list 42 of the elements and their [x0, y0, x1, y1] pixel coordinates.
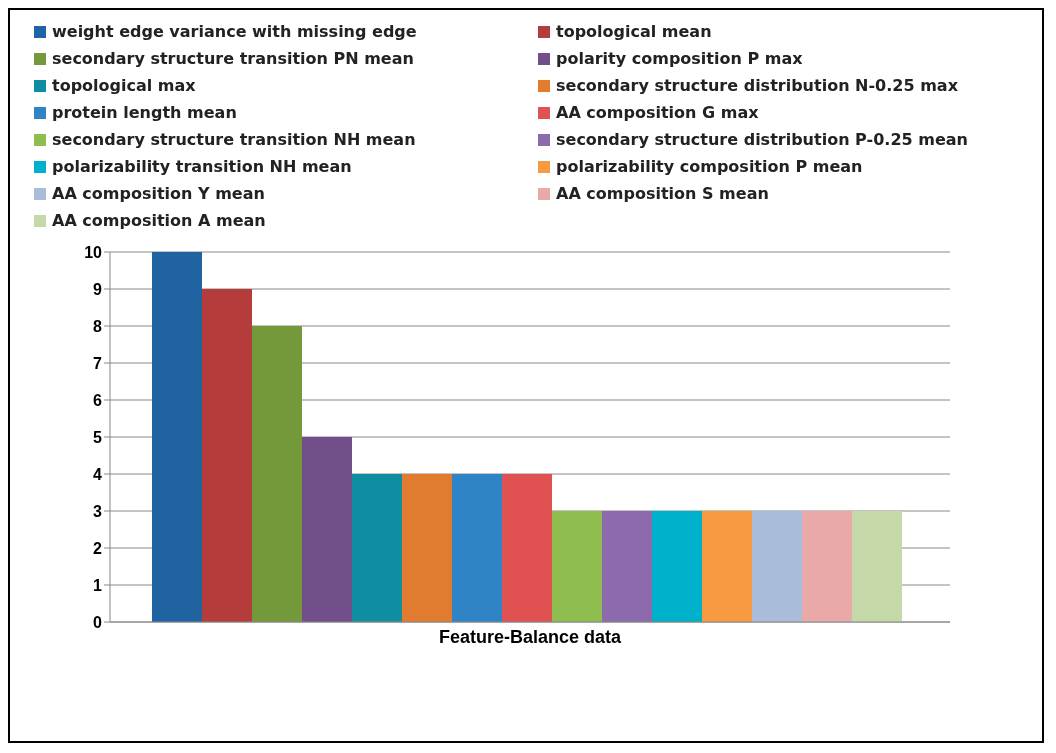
legend-label: secondary structure transition NH mean	[52, 130, 416, 149]
bar	[802, 511, 852, 622]
y-tick-label: 0	[93, 613, 103, 631]
legend-label: polarizability composition P mean	[556, 157, 863, 176]
legend-label: AA composition Y mean	[52, 184, 265, 203]
legend-label: topological mean	[556, 22, 712, 41]
bar	[652, 511, 702, 622]
legend-label: weight edge variance with missing edge	[52, 22, 417, 41]
y-tick-label: 10	[84, 243, 103, 261]
legend-label: AA composition S mean	[556, 184, 769, 203]
bar	[302, 437, 352, 622]
bar	[252, 326, 302, 622]
y-tick-label: 5	[93, 428, 103, 446]
legend-label: AA composition A mean	[52, 211, 266, 230]
bar	[702, 511, 752, 622]
bar	[852, 511, 902, 622]
legend-label: topological max	[52, 76, 196, 95]
y-tick-label: 2	[93, 539, 103, 557]
bar	[752, 511, 802, 622]
bar	[352, 474, 402, 622]
bar	[502, 474, 552, 622]
bar	[202, 289, 252, 622]
legend-label: secondary structure distribution P-0.25 mean	[556, 130, 968, 149]
bar	[552, 511, 602, 622]
y-tick-label: 7	[93, 354, 103, 372]
bar	[402, 474, 452, 622]
legend-label: polarity composition P max	[556, 49, 803, 68]
y-tick-label: 3	[93, 502, 103, 520]
y-tick-label: 9	[93, 280, 103, 298]
legend-label: secondary structure distribution N-0.25 max	[556, 76, 958, 95]
legend-label: secondary structure transition PN mean	[52, 49, 414, 68]
y-tick-label: 4	[93, 465, 103, 483]
y-tick-label: 6	[93, 391, 103, 409]
y-tick-label: 8	[93, 317, 103, 335]
bar	[152, 252, 202, 622]
legend-label: polarizability transition NH mean	[52, 157, 352, 176]
legend-label: AA composition G max	[556, 103, 759, 122]
bar	[452, 474, 502, 622]
legend-label: protein length mean	[52, 103, 237, 122]
bar	[602, 511, 652, 622]
x-tick-label: Feature-Balance data	[438, 626, 623, 647]
y-tick-label: 1	[93, 576, 103, 594]
